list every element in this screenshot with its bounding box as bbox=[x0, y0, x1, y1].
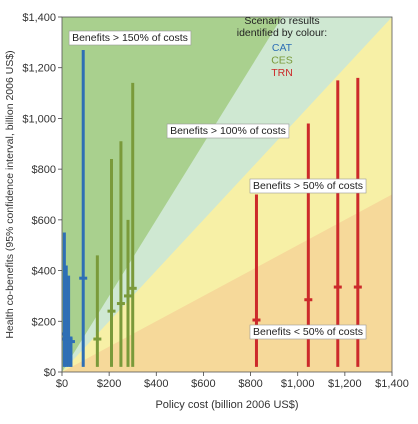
x-tick-label: $1,400 bbox=[375, 378, 409, 390]
x-tick-label: $0 bbox=[56, 378, 68, 390]
series-ces bbox=[93, 82, 137, 367]
x-tick-label: $600 bbox=[191, 378, 215, 390]
region-label-2: Benefits > 50% of costs bbox=[249, 178, 367, 194]
y-tick-label: $800 bbox=[32, 164, 56, 176]
y-tick-label: $200 bbox=[32, 316, 56, 328]
region-label-box bbox=[249, 324, 367, 340]
legend-title-line-1: Scenario results bbox=[244, 15, 319, 27]
x-tick-label: $1,000 bbox=[281, 378, 315, 390]
y-tick-label: $1,000 bbox=[22, 113, 56, 125]
region-label-box bbox=[249, 178, 367, 194]
benefit-ratio-regions bbox=[62, 17, 392, 372]
legend-entry-ces: CES bbox=[271, 55, 293, 67]
region-label-box bbox=[166, 123, 290, 139]
y-tick-label: $400 bbox=[32, 266, 56, 278]
x-tick-label: $1,200 bbox=[328, 378, 362, 390]
y-tick-label: $1,200 bbox=[22, 63, 56, 75]
series-cat bbox=[62, 49, 88, 367]
region-above-150 bbox=[62, 17, 282, 372]
x-tick-label: $400 bbox=[144, 378, 168, 390]
legend-title-line-2: identified by colour: bbox=[237, 27, 327, 39]
x-tick-label: $800 bbox=[238, 378, 262, 390]
y-tick-label: $0 bbox=[44, 367, 56, 379]
region-labels: Benefits > 150% of costs Benefits > 100% … bbox=[68, 30, 367, 340]
region-label-text: Benefits < 50% of costs bbox=[253, 326, 363, 338]
legend-entry-trn: TRN bbox=[271, 67, 293, 79]
region-label-text: Benefits > 50% of costs bbox=[253, 180, 363, 192]
region-label-1: Benefits > 100% of costs bbox=[166, 123, 290, 139]
region-label-0: Benefits > 150% of costs bbox=[68, 30, 192, 46]
plot-frame bbox=[61, 16, 393, 373]
y-axis-title: Health co-benefits (95% confidence inter… bbox=[4, 50, 16, 338]
region-label-3: Benefits < 50% of costs bbox=[249, 324, 367, 340]
scenario-series bbox=[62, 49, 362, 367]
region-label-box bbox=[68, 30, 192, 46]
region-label-text: Benefits > 100% of costs bbox=[170, 125, 286, 137]
legend-entry-cat: CAT bbox=[272, 42, 293, 54]
y-tick-label: $600 bbox=[32, 215, 56, 227]
x-tick-label: $200 bbox=[97, 378, 121, 390]
axes: $0 $200 $400 $600 $800 $1,000 $1,200 $1,400 $0 $2… bbox=[22, 12, 408, 390]
y-tick-label: $1,400 bbox=[22, 12, 56, 24]
region-label-text: Benefits > 150% of costs bbox=[72, 32, 188, 44]
x-axis-title: Policy cost (billion 2006 US$) bbox=[155, 399, 298, 411]
